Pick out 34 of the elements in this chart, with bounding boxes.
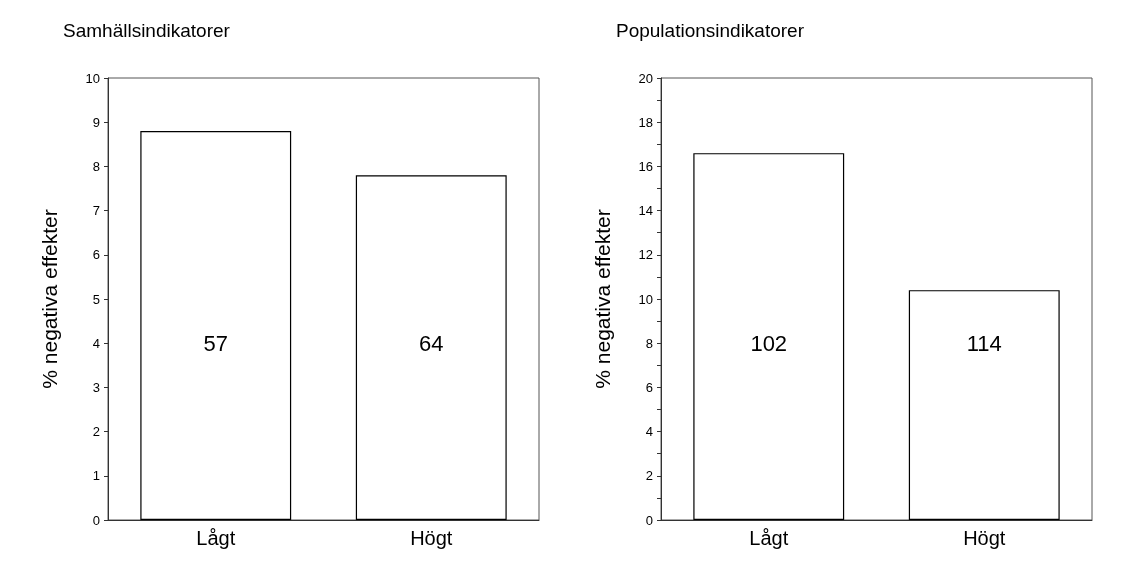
y-tick-label: 8 — [645, 335, 653, 351]
y-tick-label: 9 — [92, 114, 100, 130]
y-axis-title: % negativa effekter — [38, 209, 61, 389]
y-tick-label: 20 — [638, 70, 653, 86]
y-tick-label: 10 — [85, 70, 100, 86]
x-tick-label: Lågt — [749, 527, 789, 549]
annotation: 64 — [419, 330, 444, 356]
chart-title: Samhällsindikatorer — [63, 20, 231, 41]
annotation: 57 — [203, 330, 228, 356]
chart-title: Populationsindikatorer — [616, 20, 805, 41]
y-tick-label: 0 — [645, 512, 653, 528]
y-tick-label: 1 — [92, 468, 100, 484]
y-tick-label: 4 — [92, 335, 100, 351]
y-tick-label: 2 — [92, 424, 100, 440]
y-tick-label: 3 — [92, 379, 100, 395]
y-tick-label: 12 — [638, 247, 653, 263]
y-tick-label: 5 — [92, 291, 100, 307]
y-tick-label: 7 — [92, 203, 100, 219]
annotation: 114 — [966, 330, 1002, 356]
y-axis-title: % negativa effekter — [591, 209, 614, 389]
y-tick-label: 14 — [638, 203, 653, 219]
annotation: 102 — [750, 330, 788, 356]
x-tick-label: Högt — [963, 527, 1006, 549]
y-tick-label: 18 — [638, 114, 653, 130]
y-tick-label: 4 — [645, 424, 653, 440]
y-tick-label: 10 — [638, 291, 653, 307]
y-tick-label: 6 — [92, 247, 100, 263]
y-tick-label: 0 — [92, 512, 100, 528]
x-tick-label: Lågt — [196, 527, 236, 549]
y-tick-label: 8 — [92, 158, 100, 174]
x-tick-label: Högt — [410, 527, 453, 549]
y-tick-label: 6 — [645, 379, 653, 395]
y-tick-label: 16 — [638, 158, 653, 174]
y-tick-label: 2 — [645, 468, 653, 484]
